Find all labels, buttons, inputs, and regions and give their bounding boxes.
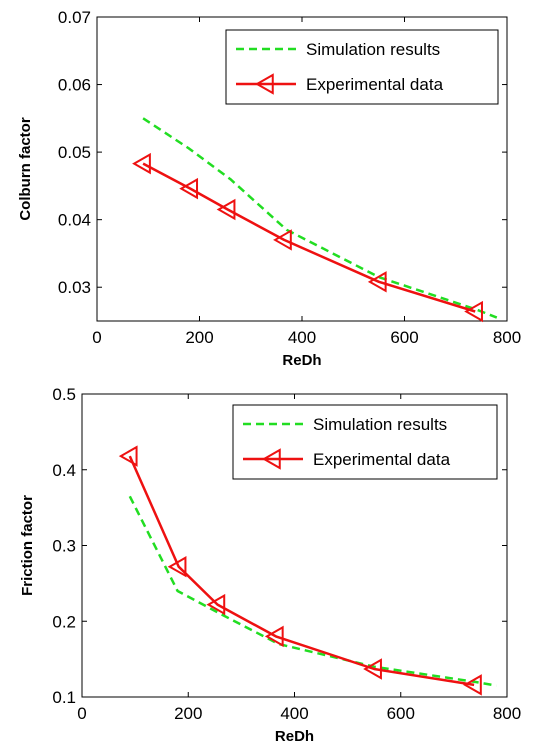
x-tick-label: 200 bbox=[185, 328, 213, 347]
y-tick-label: 0.05 bbox=[58, 143, 91, 162]
legend-entry: Experimental data bbox=[313, 450, 451, 469]
y-tick-label: 0.03 bbox=[58, 278, 91, 297]
x-axis-label: ReDh bbox=[282, 352, 321, 369]
y-tick-label: 0.1 bbox=[52, 688, 76, 707]
triangle-marker bbox=[464, 300, 483, 323]
x-axis-label: ReDh bbox=[275, 728, 314, 745]
triangle-marker bbox=[167, 555, 187, 578]
y-tick-label: 0.04 bbox=[58, 211, 91, 230]
y-axis-label: Colburn factor bbox=[17, 117, 34, 220]
triangle-marker bbox=[132, 152, 151, 175]
series-line bbox=[142, 117, 498, 319]
triangle-marker bbox=[216, 198, 236, 221]
x-tick-label: 600 bbox=[387, 704, 415, 723]
series-line bbox=[128, 455, 475, 687]
y-tick-label: 0.2 bbox=[52, 612, 76, 631]
x-tick-label: 0 bbox=[77, 704, 86, 723]
triangle-marker bbox=[367, 271, 387, 293]
y-tick-label: 0.4 bbox=[52, 461, 76, 480]
chart-panel-colburn: 0 200 400 600 800 0.03 0.04 0.05 0.06 0.07 ReDh Col… bbox=[17, 8, 521, 369]
series-line bbox=[128, 495, 497, 687]
series-line bbox=[142, 162, 476, 313]
x-tick-label: 0 bbox=[92, 328, 101, 347]
x-tick-label: 600 bbox=[390, 328, 418, 347]
triangle-marker bbox=[179, 177, 199, 200]
triangle-marker bbox=[118, 445, 138, 467]
x-tick-label: 800 bbox=[493, 328, 521, 347]
legend-entry: Simulation results bbox=[306, 40, 440, 59]
triangle-marker bbox=[254, 73, 274, 95]
legend-entry: Experimental data bbox=[306, 75, 444, 94]
chart-panel-friction: 0 200 400 600 800 0.1 0.2 0.3 0.4 0.5 ReDh Friction… bbox=[19, 385, 521, 745]
triangle-marker bbox=[363, 658, 382, 680]
x-tick-label: 800 bbox=[493, 704, 521, 723]
triangle-marker bbox=[264, 625, 284, 648]
triangle-marker bbox=[261, 448, 281, 470]
y-tick-label: 0.3 bbox=[52, 537, 76, 556]
triangle-marker bbox=[463, 674, 482, 696]
y-axis-label: Friction factor bbox=[19, 495, 36, 596]
triangle-marker bbox=[273, 229, 292, 251]
legend-entry: Simulation results bbox=[313, 415, 447, 434]
triangle-marker bbox=[206, 593, 226, 616]
y-tick-label: 0.5 bbox=[52, 385, 76, 404]
y-tick-label: 0.07 bbox=[58, 8, 91, 27]
y-tick-label: 0.06 bbox=[58, 76, 91, 95]
x-tick-label: 200 bbox=[174, 704, 202, 723]
x-tick-label: 400 bbox=[288, 328, 316, 347]
x-tick-label: 400 bbox=[280, 704, 308, 723]
